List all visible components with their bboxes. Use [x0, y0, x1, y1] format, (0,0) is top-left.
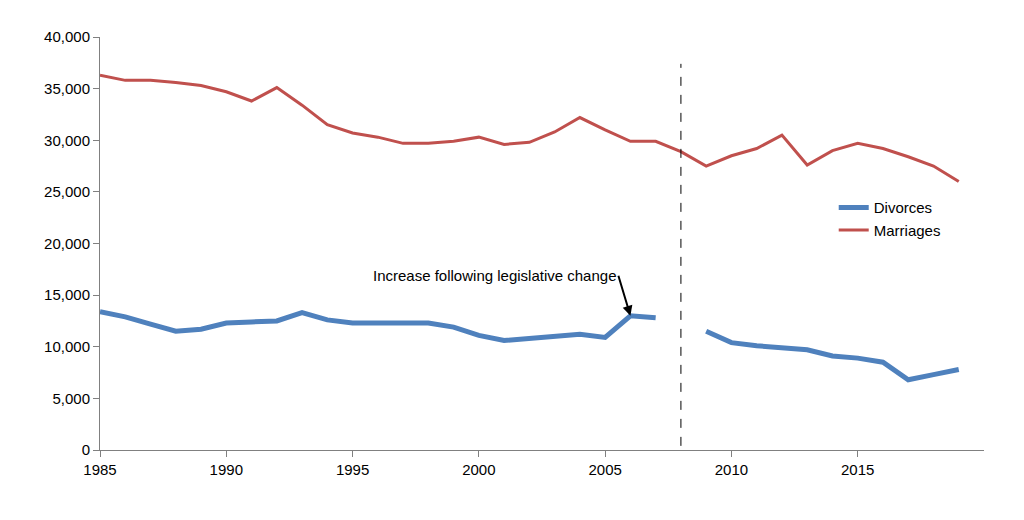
- svg-text:2015: 2015: [841, 461, 874, 478]
- svg-text:2005: 2005: [588, 461, 621, 478]
- svg-text:0: 0: [82, 441, 90, 458]
- svg-text:20,000: 20,000: [44, 235, 90, 252]
- svg-text:1995: 1995: [336, 461, 369, 478]
- svg-text:30,000: 30,000: [44, 132, 90, 149]
- svg-text:10,000: 10,000: [44, 338, 90, 355]
- svg-text:Increase following legislative: Increase following legislative change: [373, 267, 616, 284]
- svg-text:2000: 2000: [462, 461, 495, 478]
- svg-text:15,000: 15,000: [44, 286, 90, 303]
- svg-text:Marriages: Marriages: [874, 222, 941, 239]
- svg-text:2010: 2010: [715, 461, 748, 478]
- svg-text:40,000: 40,000: [44, 28, 90, 45]
- svg-text:1985: 1985: [83, 461, 116, 478]
- svg-text:1990: 1990: [210, 461, 243, 478]
- svg-text:25,000: 25,000: [44, 183, 90, 200]
- svg-text:35,000: 35,000: [44, 80, 90, 97]
- svg-text:Divorces: Divorces: [874, 199, 932, 216]
- svg-text:5,000: 5,000: [52, 390, 90, 407]
